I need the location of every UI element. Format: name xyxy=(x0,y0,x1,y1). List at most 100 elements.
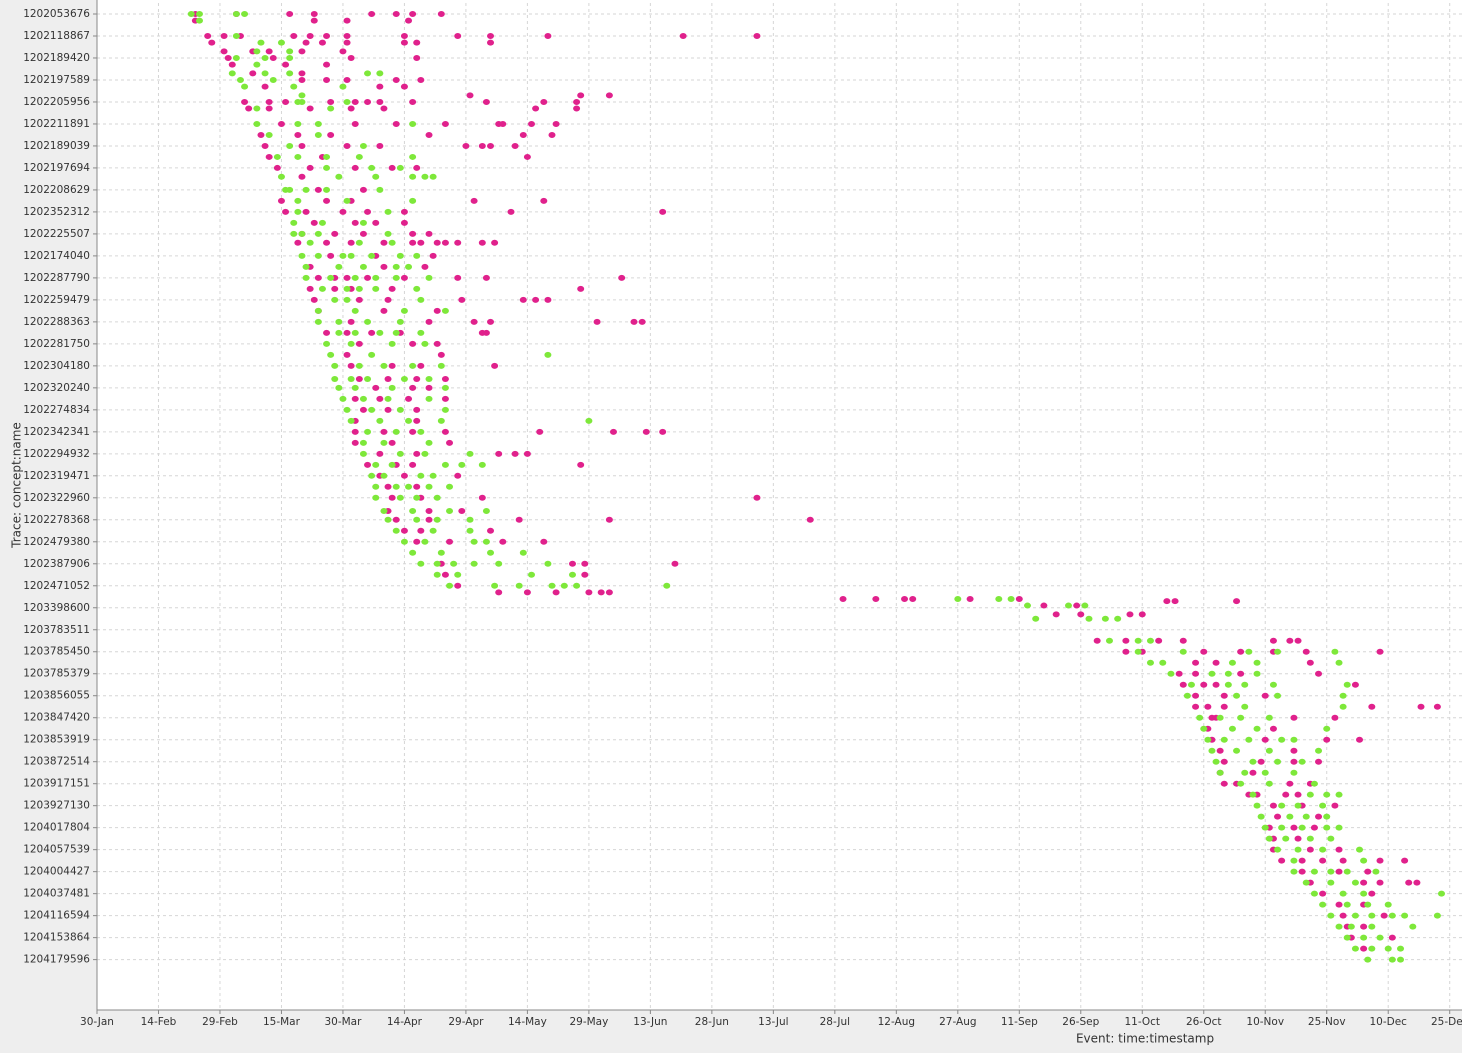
event-dot xyxy=(482,98,490,105)
event-dot xyxy=(343,296,351,303)
y-tick-label: 1202053676 xyxy=(23,8,90,20)
y-tick-label: 1203872514 xyxy=(23,756,90,768)
event-dot xyxy=(306,164,314,171)
event-dot xyxy=(487,318,495,325)
event-dot xyxy=(347,376,355,383)
event-dot xyxy=(1245,648,1253,655)
event-dot xyxy=(323,239,331,246)
event-dot xyxy=(1249,769,1257,776)
event-dot xyxy=(1331,714,1339,721)
event-dot xyxy=(1216,769,1224,776)
event-dot xyxy=(376,186,384,193)
event-dot xyxy=(1179,648,1187,655)
event-dot xyxy=(1241,681,1249,688)
event-dot xyxy=(306,239,314,246)
event-dot xyxy=(359,230,367,237)
event-dot xyxy=(228,61,236,68)
event-dot xyxy=(1282,835,1290,842)
event-dot xyxy=(507,208,515,215)
event-dot xyxy=(1257,813,1265,820)
event-dot xyxy=(343,351,351,358)
event-dot xyxy=(1364,868,1372,875)
event-dot xyxy=(1200,681,1208,688)
event-dot xyxy=(269,54,277,61)
event-dot xyxy=(388,439,396,446)
event-dot xyxy=(380,239,388,246)
event-dot xyxy=(355,340,363,347)
event-dot xyxy=(310,296,318,303)
event-dot xyxy=(1290,747,1298,754)
event-dot xyxy=(532,105,540,112)
event-dot xyxy=(335,384,343,391)
event-dot xyxy=(1114,615,1122,622)
y-tick-label: 1202205956 xyxy=(23,96,90,108)
event-dot xyxy=(1261,692,1269,699)
event-dot xyxy=(532,296,540,303)
event-dot xyxy=(364,98,372,105)
event-dot xyxy=(1237,648,1245,655)
event-dot xyxy=(1388,956,1396,963)
event-dot xyxy=(372,274,380,281)
event-dot xyxy=(638,318,646,325)
event-dot xyxy=(343,274,351,281)
event-dot xyxy=(1183,692,1191,699)
event-dot xyxy=(257,39,265,46)
event-dot xyxy=(388,239,396,246)
event-dot xyxy=(491,239,499,246)
event-dot xyxy=(351,164,359,171)
event-dot xyxy=(1294,637,1302,644)
event-dot xyxy=(364,208,372,215)
x-tick-label: 11-Sep xyxy=(1001,1016,1038,1028)
event-dot xyxy=(343,98,351,105)
event-dot xyxy=(417,527,425,534)
event-dot xyxy=(290,230,298,237)
event-dot xyxy=(277,197,285,204)
event-dot xyxy=(1167,670,1175,677)
event-dot xyxy=(1261,736,1269,743)
event-dot xyxy=(392,516,400,523)
event-dot xyxy=(1360,934,1368,941)
y-tick-label: 1204179596 xyxy=(23,954,90,966)
event-dot xyxy=(1220,692,1228,699)
x-tick-label: 12-Aug xyxy=(878,1016,915,1028)
event-dot xyxy=(376,329,384,336)
event-dot xyxy=(335,263,343,270)
y-tick-label: 1202274834 xyxy=(23,404,90,416)
event-dot xyxy=(1360,890,1368,897)
event-dot xyxy=(331,362,339,369)
event-dot xyxy=(302,39,310,46)
event-dot xyxy=(368,406,376,413)
x-tick-label: 29-Feb xyxy=(202,1016,238,1028)
event-dot xyxy=(1384,901,1392,908)
event-dot xyxy=(1237,670,1245,677)
event-dot xyxy=(347,318,355,325)
x-tick-label: 10-Dec xyxy=(1369,1016,1407,1028)
event-dot xyxy=(286,186,294,193)
event-dot xyxy=(298,70,306,77)
event-dot xyxy=(1274,813,1282,820)
event-dot xyxy=(409,239,417,246)
event-dot xyxy=(413,39,421,46)
event-dot xyxy=(1380,912,1388,919)
event-dot xyxy=(482,507,490,514)
event-dot xyxy=(511,450,519,457)
event-dot xyxy=(339,395,347,402)
event-dot xyxy=(413,538,421,545)
event-dot xyxy=(446,483,454,490)
event-dot xyxy=(433,516,441,523)
event-dot xyxy=(265,153,273,160)
event-dot xyxy=(577,285,585,292)
event-dot xyxy=(257,131,265,138)
event-dot xyxy=(372,384,380,391)
event-dot xyxy=(343,17,351,24)
event-dot xyxy=(331,285,339,292)
event-dot xyxy=(872,595,880,602)
event-dot xyxy=(400,208,408,215)
event-dot xyxy=(433,571,441,578)
event-dot xyxy=(1220,758,1228,765)
event-dot xyxy=(269,76,277,83)
event-dot xyxy=(1237,780,1245,787)
dots xyxy=(187,10,1446,963)
event-dot xyxy=(495,560,503,567)
